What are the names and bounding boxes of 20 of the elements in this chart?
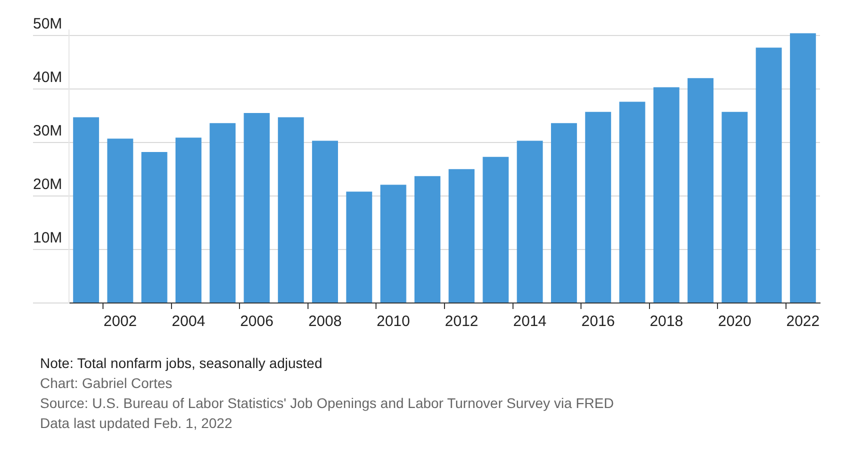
x-tick-label: 2014	[513, 313, 547, 330]
y-tick-label: 30M	[33, 122, 62, 140]
x-tick-label: 2004	[172, 313, 206, 330]
y-tick-label: 40M	[33, 69, 62, 86]
x-tick-label: 2002	[104, 313, 137, 330]
text: Note: Total nonfarm jobs, seasonally adjusted	[40, 354, 324, 373]
x-tick-label: 2020	[718, 313, 752, 330]
y-tick-label: 10M	[33, 230, 62, 247]
text: Chart: Gabriel Cortes	[40, 374, 174, 393]
text: Data last updated Feb. 1, 2022	[40, 414, 234, 433]
x-tick-label: 2006	[240, 313, 274, 330]
y-tick-label: 50M	[33, 15, 62, 32]
x-tick-label: 2008	[308, 313, 342, 330]
source-note: Source: U.S. Bureau of Labor Statistics' Job Openings and Labor Turnover Survey via FRED	[40, 394, 614, 413]
x-tick-label: 2010	[376, 313, 410, 330]
y-tick-label: 20M	[33, 176, 62, 194]
x-tick-label: 2022	[786, 313, 820, 330]
x-tick-label: 2018	[650, 313, 684, 330]
x-tick-label: 2016	[581, 313, 615, 330]
x-tick-label: 2012	[444, 313, 478, 330]
